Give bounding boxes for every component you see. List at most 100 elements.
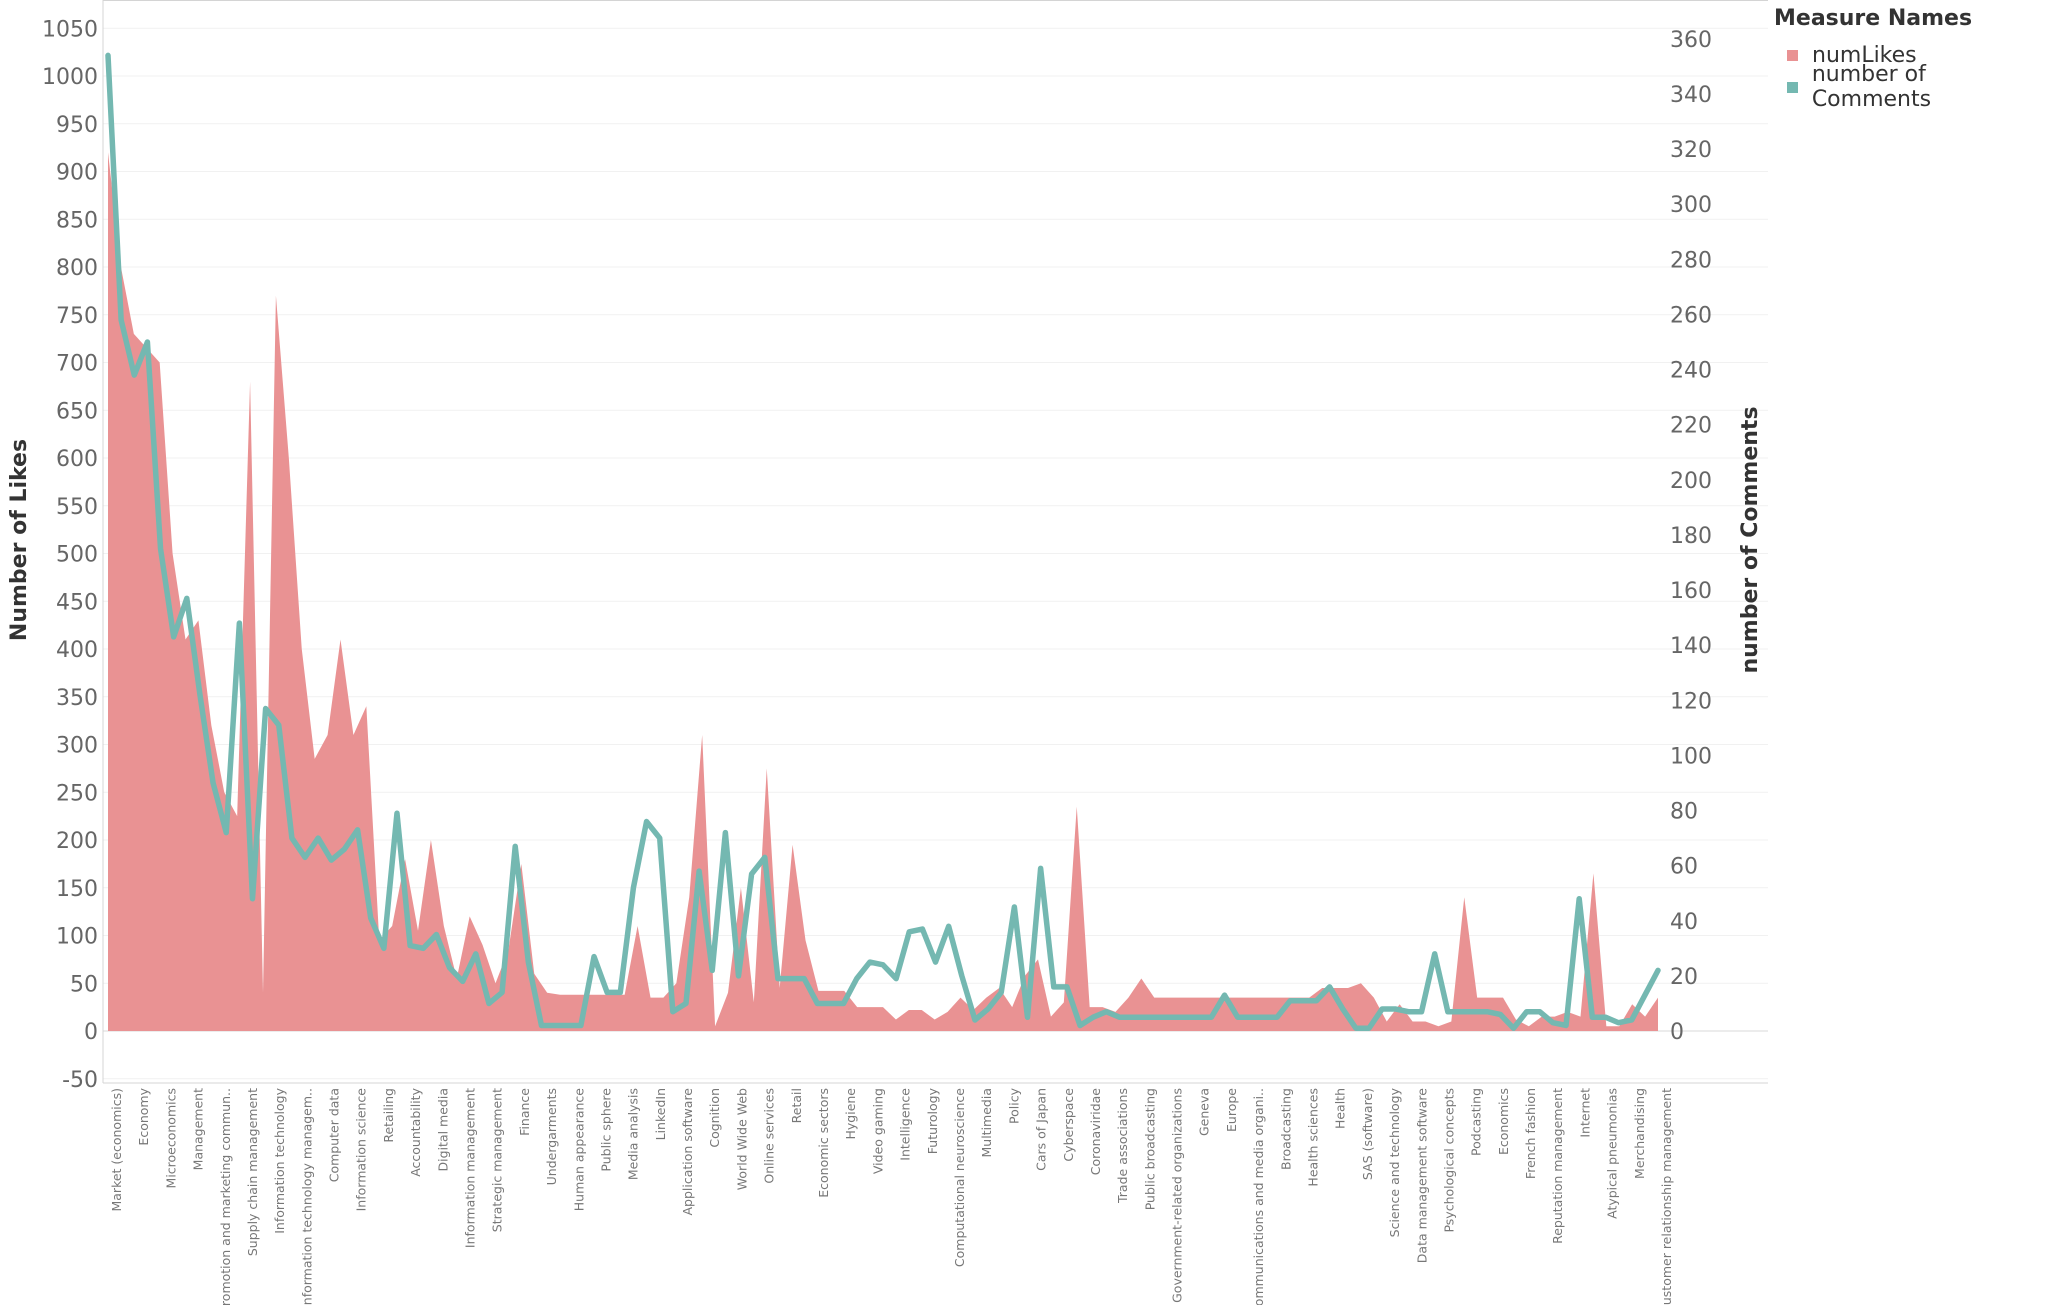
category-label: Data management software [1414, 1088, 1429, 1264]
category-label: World Wide Web [734, 1088, 749, 1190]
right-tick-label: 0 [1670, 1020, 1684, 1045]
category-label: Online services [762, 1088, 777, 1184]
right-tick-label: 220 [1670, 414, 1712, 439]
legend-label-numlikes: numLikes [1812, 42, 1917, 68]
left-tick-label: 50 [70, 972, 98, 997]
category-label: Strategic management [490, 1088, 505, 1232]
numlikes-area [108, 152, 1658, 1031]
left-tick-label: 650 [56, 399, 98, 424]
left-tick-label: 1000 [42, 65, 98, 90]
category-label: Customer relationship management [1659, 1088, 1674, 1305]
category-label: Atypical pneumonias [1605, 1088, 1620, 1219]
category-label: Coronaviridae [1088, 1088, 1103, 1176]
right-tick-label: 20 [1670, 965, 1698, 990]
category-label: Market (economics) [109, 1088, 124, 1212]
right-tick-label: 280 [1670, 248, 1712, 273]
category-axis-labels: Market (economics) Economy Microeconomics M… [109, 1087, 1674, 1305]
category-label: Supply chain management [245, 1088, 260, 1256]
left-axis-ticks: 1050100095090085080075070065060055050045… [42, 17, 98, 1093]
category-label: Economic sectors [816, 1088, 831, 1198]
left-tick-label: 350 [56, 686, 98, 711]
left-tick-label: 250 [56, 781, 98, 806]
legend-title: Measure Names [1774, 6, 1973, 31]
left-tick-label: 0 [84, 1020, 98, 1045]
left-tick-label: 450 [56, 590, 98, 615]
category-label: Internet [1577, 1088, 1592, 1138]
right-tick-label: 140 [1670, 634, 1712, 659]
right-tick-label: 260 [1670, 303, 1712, 328]
right-tick-label: 200 [1670, 469, 1712, 494]
category-label: Computer data [327, 1088, 342, 1182]
category-label: Psychological concepts [1442, 1088, 1457, 1233]
category-label: Public sphere [599, 1088, 614, 1172]
number-of-comments-line [105, 52, 1661, 1031]
category-label: Cyberspace [1061, 1088, 1076, 1162]
left-axis-title: Number of Likes [7, 439, 32, 641]
plot-frame [102, 0, 1768, 1084]
right-tick-label: 100 [1670, 744, 1712, 769]
category-label: Trade associations [1115, 1088, 1130, 1204]
category-label: Promotion and marketing commun.. [218, 1088, 233, 1305]
category-label: Policy [1006, 1087, 1021, 1124]
right-tick-label: 80 [1670, 800, 1698, 825]
left-tick-label: 150 [56, 877, 98, 902]
right-tick-label: 240 [1670, 359, 1712, 384]
category-label: Retailing [381, 1088, 396, 1143]
category-label: Application software [680, 1088, 695, 1216]
left-tick-label: -50 [62, 1068, 98, 1093]
category-label: Computational neuroscience [952, 1088, 967, 1267]
category-label: Digital media [435, 1088, 450, 1171]
category-label: Europe [1224, 1088, 1239, 1132]
left-tick-label: 900 [56, 161, 98, 186]
category-label: Health [1333, 1088, 1348, 1129]
category-label: Health sciences [1306, 1088, 1321, 1187]
legend-item-number-of-comments[interactable]: number of Comments [1774, 62, 2048, 112]
left-tick-label: 700 [56, 352, 98, 377]
category-label: Information management [463, 1088, 478, 1248]
right-tick-label: 300 [1670, 193, 1712, 218]
category-label: Cognition [707, 1088, 722, 1148]
right-tick-label: 340 [1670, 83, 1712, 108]
left-tick-label: 550 [56, 495, 98, 520]
category-label: Undergarments [544, 1088, 559, 1185]
category-label: Information science [354, 1088, 369, 1212]
category-label: Science and technology [1387, 1087, 1402, 1237]
category-label: Video gaming [870, 1088, 885, 1174]
category-label: French fashion [1523, 1088, 1538, 1179]
legend-swatch-number-of-comments [1787, 81, 1798, 93]
left-tick-label: 600 [56, 447, 98, 472]
category-label: LinkedIn [653, 1088, 668, 1140]
left-tick-label: 300 [56, 734, 98, 759]
left-tick-label: 1050 [42, 17, 98, 42]
category-label: Communications and media organi.. [1251, 1088, 1266, 1305]
left-tick-label: 800 [56, 256, 98, 281]
legend-swatch-numlikes [1787, 49, 1798, 61]
category-label: Multimedia [979, 1088, 994, 1158]
category-label: Human appearance [571, 1088, 586, 1212]
category-label: Cars of Japan [1034, 1088, 1049, 1171]
legend-label-number-of-comments: number of Comments [1811, 62, 1932, 112]
category-label: Microeconomics [163, 1088, 178, 1188]
category-label: Podcasting [1469, 1088, 1484, 1156]
right-tick-label: 180 [1670, 524, 1712, 549]
left-tick-label: 750 [56, 304, 98, 329]
category-label: SAS (software) [1360, 1088, 1375, 1180]
category-label: Public broadcasting [1142, 1088, 1157, 1210]
category-label: Economics [1496, 1088, 1511, 1155]
left-tick-label: 500 [56, 543, 98, 568]
category-label: Media analysis [626, 1088, 641, 1180]
right-tick-label: 60 [1670, 855, 1698, 880]
right-tick-label: 40 [1670, 910, 1698, 935]
category-label: Geneva [1197, 1088, 1212, 1136]
category-label: Hygiene [843, 1088, 858, 1140]
legend-item-numlikes[interactable]: numLikes [1774, 39, 2048, 71]
category-label: Reputation management [1550, 1088, 1565, 1244]
category-label: Government-related organizations [1170, 1088, 1185, 1303]
left-tick-label: 850 [56, 208, 98, 233]
right-tick-label: 160 [1670, 579, 1712, 604]
category-label: Futurology [925, 1087, 940, 1154]
right-axis-title: number of Comments [1738, 406, 1763, 673]
category-label: Economy [136, 1087, 151, 1145]
left-tick-label: 100 [56, 925, 98, 950]
